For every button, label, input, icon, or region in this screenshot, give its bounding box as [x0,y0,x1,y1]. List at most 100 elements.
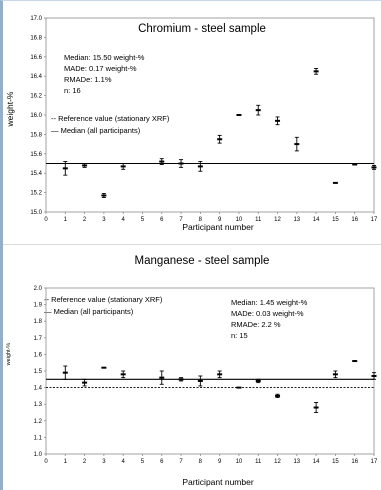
data-point [101,366,107,369]
y-tick-label: 1.3 [34,402,43,408]
y-axis-title: weight-% [5,91,15,127]
y-tick-label: 15.0 [30,210,42,216]
x-tick-label: 16 [351,459,358,465]
x-tick-label: 17 [371,217,378,223]
y-tick-label: 16.4 [30,74,42,80]
x-tick-label: 3 [102,217,106,223]
y-tick-label: 16.2 [30,94,42,100]
x-tick-label: 15 [332,459,339,465]
stat-median: Median: 1.45 weight-% [231,298,308,307]
chart-title: Manganese - steel sample [135,255,270,267]
x-tick-label: 14 [313,217,320,223]
y-tick-label: 16.8 [30,35,42,41]
stat-n: n: 15 [231,331,248,340]
stat-n: n: 16 [64,86,81,95]
data-point [255,109,261,112]
data-point [236,386,242,389]
data-point [371,374,377,377]
x-tick-label: 5 [141,459,145,465]
data-point [275,394,281,397]
y-tick-label: 16.0 [30,113,42,119]
x-tick-label: 13 [293,217,300,223]
data-point [332,373,338,376]
y-tick-label: 1.1 [34,435,43,441]
y-axis-title: weight-% [6,343,12,367]
chromium-chart: Chromium - steel sample Participant numb… [5,16,378,232]
chromium-chart-svg: Chromium - steel sample Participant numb… [5,16,378,232]
stat-rmade: RMADe: 2.2 % [231,320,281,329]
data-point [332,181,338,184]
legend-median: — Median (all participants) [44,307,134,316]
data-point [255,379,261,382]
data-point [159,160,165,163]
data-point [82,381,88,384]
legend-reference: -- Reference value (stationary XRF) [51,114,170,123]
data-point [236,114,242,116]
legend-median: — Median (all participants) [51,126,141,135]
x-axis-title: Participant number [182,222,254,232]
data-point [120,165,126,168]
data-point [294,143,300,146]
x-tick-label: 17 [371,459,378,465]
x-tick-label: 6 [160,459,164,465]
x-tick-label: 8 [199,459,203,465]
stat-rmade: RMADe: 1.1% [64,75,112,84]
y-tick-label: 15.2 [30,191,42,197]
x-tick-label: 0 [44,459,48,465]
x-tick-label: 2 [83,217,87,223]
x-tick-label: 12 [274,217,281,223]
data-point [197,379,203,382]
data-point [178,162,184,165]
x-tick-label: 10 [236,459,243,465]
data-point [178,378,184,381]
y-tick-label: 15.6 [30,152,42,158]
x-tick-label: 15 [332,217,339,223]
y-tick-label: 1.6 [34,352,43,358]
y-tick-label: 1.4 [34,386,43,392]
chart-divider [3,244,381,245]
data-point [82,164,88,167]
y-tick-label: 2.0 [34,286,43,292]
chart-title: Chromium - steel sample [138,23,266,35]
data-point [62,167,68,170]
data-point [101,194,107,197]
data-point [62,371,68,374]
data-point [197,165,203,168]
x-tick-label: 11 [255,459,262,465]
x-tick-label: 7 [179,459,183,465]
x-axis-title: Participant number [182,477,254,487]
x-tick-label: 13 [293,459,300,465]
manganese-chart: Manganese - steel sample Participant num… [0,245,381,490]
x-tick-label: 1 [64,459,68,465]
y-tick-label: 1.0 [34,452,43,458]
x-tick-label: 11 [255,217,262,223]
data-point [313,70,319,73]
data-point [275,119,281,122]
y-tick-label: 17.0 [30,16,42,22]
data-point [217,138,223,141]
y-tick-label: 1.8 [34,319,43,325]
manganese-chart-svg: Manganese - steel sample Participant num… [6,255,378,487]
x-tick-label: 9 [218,459,222,465]
data-point [352,163,358,166]
x-tick-label: 2 [83,459,87,465]
x-tick-label: 3 [102,459,106,465]
y-tick-label: 15.4 [30,171,42,177]
data-point [120,373,126,376]
y-tick-label: 15.8 [30,132,42,138]
stat-made: MADe: 0.03 weight-% [231,309,304,318]
x-tick-label: 8 [199,217,203,223]
x-tick-label: 4 [122,459,126,465]
y-tick-label: 1.7 [34,336,43,342]
x-tick-label: 10 [236,217,243,223]
x-tick-label: 9 [218,217,222,223]
y-tick-label: 16.6 [30,55,42,61]
y-tick-label: 1.5 [34,369,43,375]
data-point [217,373,223,376]
y-tick-label: 1.9 [34,303,43,309]
x-tick-label: 0 [44,217,48,223]
x-tick-label: 7 [179,217,183,223]
x-tick-label: 5 [141,217,145,223]
x-tick-label: 1 [64,217,68,223]
x-tick-label: 12 [274,459,281,465]
